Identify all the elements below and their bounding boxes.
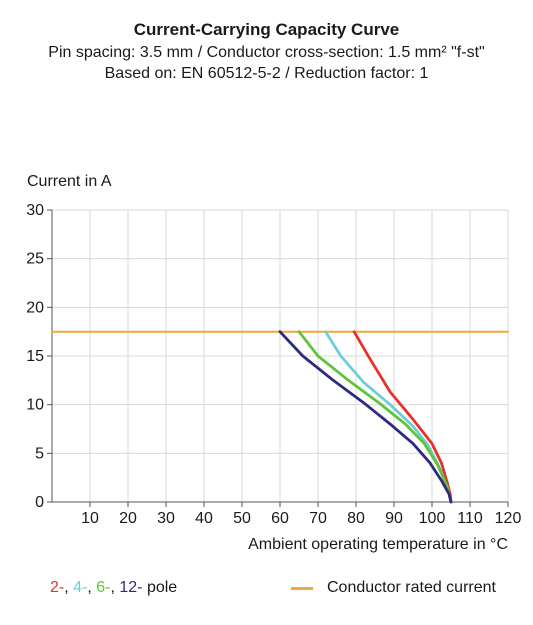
pole-legend-item: 6- — [96, 579, 111, 596]
y-tick-label: 15 — [26, 348, 44, 365]
chart-subtitle-1: Pin spacing: 3.5 mm / Conductor cross-se… — [48, 44, 485, 61]
x-tick-label: 110 — [457, 510, 483, 527]
y-axis-label: Current in A — [27, 173, 112, 190]
x-tick-label: 60 — [271, 510, 289, 527]
x-tick-label: 10 — [81, 510, 99, 527]
y-tick-label: 10 — [26, 397, 44, 414]
pole-legend-separator: , — [110, 579, 120, 596]
x-tick-label: 70 — [309, 510, 327, 527]
x-tick-label: 20 — [119, 510, 137, 527]
x-tick-label: 100 — [419, 510, 446, 527]
rated-current-label: Conductor rated current — [327, 579, 496, 596]
current-capacity-chart: 0 5 10 15 20 25 30 10 20 30 40 50 60 70 80 90 100 110 120 C… — [26, 173, 522, 553]
x-axis-label: Ambient operating temperature in °C — [248, 536, 508, 553]
y-tick-label: 5 — [35, 445, 44, 462]
x-tick-label: 120 — [495, 510, 522, 527]
x-tick-label: 90 — [385, 510, 403, 527]
pole-legend-item: 12- — [119, 579, 143, 596]
series-line — [278, 330, 453, 504]
pole-legend-separator: , — [64, 579, 74, 596]
chart-subtitle-2: Based on: EN 60512-5-2 / Reduction facto… — [104, 65, 429, 82]
x-tick-label: 50 — [233, 510, 251, 527]
pole-legend-item: 2- — [50, 579, 65, 596]
pole-legend-suffix: pole — [142, 579, 178, 596]
chart-header: Current-Carrying Capacity Curve Pin spac… — [0, 20, 533, 86]
rated-current-swatch — [291, 586, 313, 590]
pole-legend-items: 2-, 4-, 6-, 12- — [50, 579, 143, 596]
x-tick-label: 80 — [347, 510, 365, 527]
series-line — [297, 330, 453, 504]
pole-legend: 2-, 4-, 6-, 12- pole — [50, 579, 177, 597]
y-tick-label: 20 — [26, 299, 44, 316]
rated-current-legend: Conductor rated current — [291, 579, 496, 597]
pole-legend-item: 4- — [73, 579, 88, 596]
y-tick-label: 30 — [26, 202, 44, 219]
x-tick-label: 40 — [195, 510, 213, 527]
pole-legend-separator: , — [87, 579, 97, 596]
y-tick-label: 0 — [35, 494, 44, 511]
x-tick-label: 30 — [157, 510, 175, 527]
chart-title: Current-Carrying Capacity Curve — [133, 20, 400, 39]
y-tick-label: 25 — [26, 251, 44, 268]
